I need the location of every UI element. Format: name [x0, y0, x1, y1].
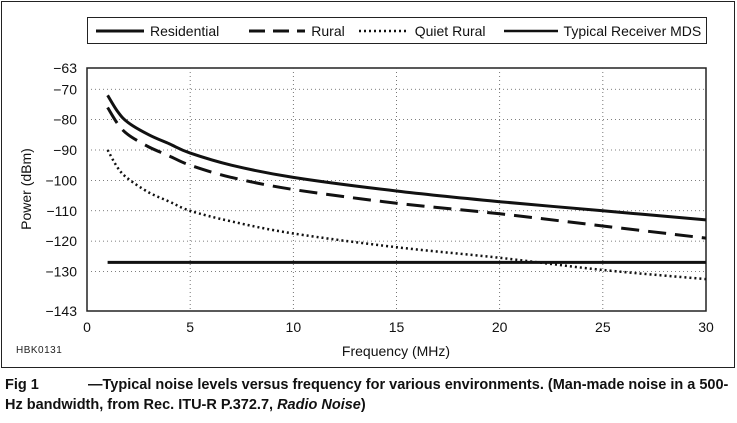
x-tick-label: 0: [83, 319, 91, 335]
y-tick-labels: −63 −70 −80 −90 −100 −110 −120 −130 −143: [45, 60, 77, 319]
caption-italic: Radio Noise: [277, 397, 361, 413]
y-tick-label: −110: [47, 203, 78, 219]
y-tick-label: −80: [53, 112, 77, 128]
legend-item-rural: Rural: [249, 22, 345, 39]
y-axis-label: Power (dBm): [18, 148, 34, 230]
y-tick-label: −120: [45, 233, 77, 249]
legend-swatch-solid: [503, 29, 558, 32]
x-tick-label: 25: [595, 319, 611, 335]
y-tick-label: −100: [45, 172, 77, 188]
y-tick-label: −130: [45, 264, 77, 280]
figure-id: HBK0131: [16, 345, 63, 356]
caption-text-end: ): [360, 397, 366, 413]
caption-text: —Typical noise levels versus frequency f…: [5, 377, 729, 413]
legend-item-quiet-rural: Quiet Rural: [358, 22, 486, 39]
legend-label: Residential: [150, 22, 220, 39]
y-tick-label: −70: [53, 81, 77, 97]
legend-label: Rural: [311, 22, 345, 39]
legend-item-typical-receiver-mds: Typical Receiver MDS: [503, 22, 702, 39]
legend-swatch-dashed: [249, 29, 306, 32]
x-tick-label: 30: [698, 319, 714, 335]
x-tick-label: 20: [492, 319, 508, 335]
series-layer: [106, 94, 707, 281]
legend: Residential Rural Quiet Rural Typical Re…: [87, 17, 707, 44]
figure-caption: Fig 1 —Typical noise levels versus freque…: [5, 375, 730, 415]
legend-swatch-dotted: [358, 29, 409, 32]
x-tick-label: 5: [186, 319, 194, 335]
x-tick-labels: 0 5 10 15 20 25 30: [83, 319, 714, 335]
y-tick-label: −90: [53, 142, 77, 158]
x-tick-label: 10: [286, 319, 302, 335]
series-line-residential: [106, 94, 707, 222]
legend-label: Quiet Rural: [414, 22, 486, 39]
legend-swatch-solid: [96, 29, 144, 32]
y-tick-label: −63: [53, 60, 77, 76]
caption-label: Fig 1: [5, 377, 39, 393]
x-tick-label: 15: [389, 319, 405, 335]
legend-item-residential: Residential: [96, 23, 219, 39]
gridlines: [87, 68, 706, 311]
series-line-quiet-rural: [106, 149, 707, 281]
legend-label: Typical Receiver MDS: [563, 22, 702, 39]
figure-frame: [1, 1, 735, 368]
series-line-rural: [106, 106, 707, 240]
x-axis-label: Frequency (MHz): [342, 343, 450, 359]
chart: −63 −70 −80 −90 −100 −110 −120 −130 −143 0 5 10 15 2…: [18, 60, 714, 359]
y-tick-label: −143: [45, 303, 77, 319]
